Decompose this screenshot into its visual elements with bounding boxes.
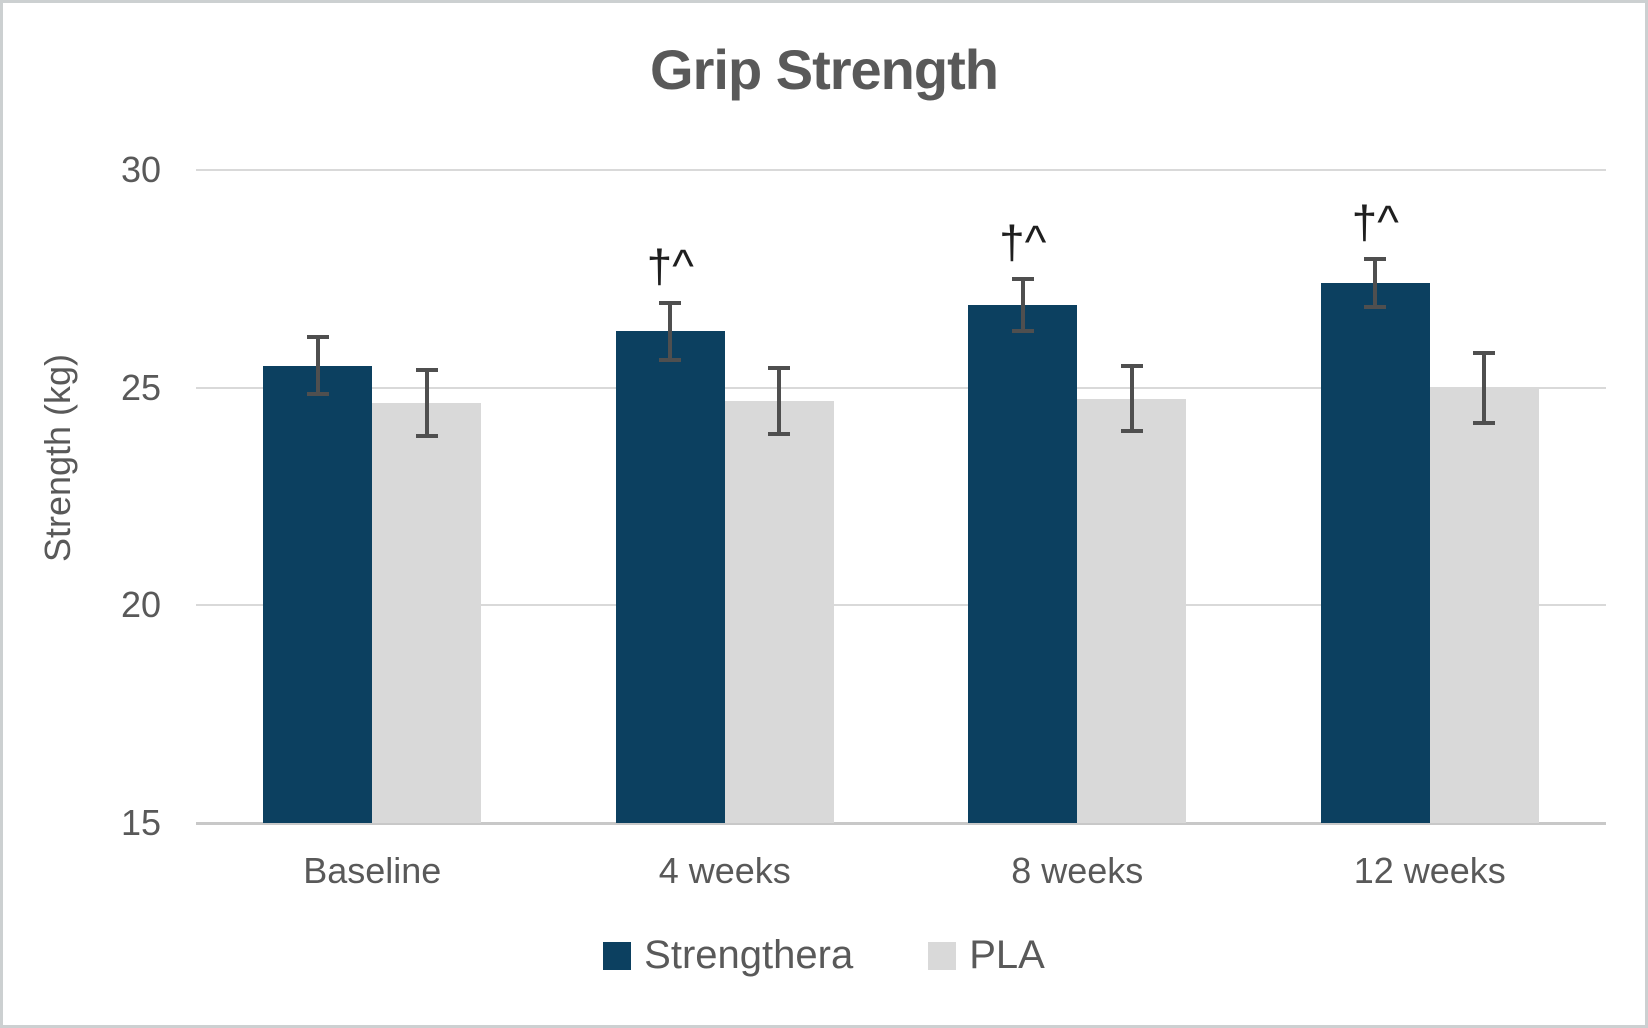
gridline-20 xyxy=(196,604,1606,607)
bar-pla-8-weeks xyxy=(1077,398,1187,823)
error-bar-cap-bottom-strengthera-baseline xyxy=(306,392,329,397)
error-bar-cap-top-pla-4-weeks xyxy=(768,365,791,370)
error-bar-cap-top-pla-8-weeks xyxy=(1120,363,1143,368)
error-bar-cap-top-strengthera-baseline xyxy=(306,335,329,340)
legend-label-pla: PLA xyxy=(969,933,1045,977)
y-tick-label-25: 25 xyxy=(120,366,161,408)
x-tick-label-baseline: Baseline xyxy=(303,850,442,891)
y-tick-label-15: 15 xyxy=(120,802,161,843)
error-bar-cap-top-strengthera-8-weeks xyxy=(1011,276,1034,281)
bar-pla-baseline xyxy=(372,402,482,823)
error-bar-pla-12-weeks xyxy=(1482,350,1487,425)
bar-strengthera-4-weeks xyxy=(615,331,725,823)
y-tick-label-30: 30 xyxy=(120,149,161,190)
error-bar-cap-bottom-strengthera-4-weeks xyxy=(659,357,682,362)
error-bar-pla-baseline xyxy=(424,368,429,438)
gridline-25 xyxy=(196,386,1606,389)
error-bar-strengthera-baseline xyxy=(315,335,320,397)
y-tick-label-20: 20 xyxy=(120,584,161,626)
error-bar-strengthera-4-weeks xyxy=(668,300,673,362)
error-bar-pla-4-weeks xyxy=(777,365,782,436)
x-tick-label-12-weeks: 12 weeks xyxy=(1353,850,1506,891)
significance-annotation-strengthera-12-weeks: †^ xyxy=(1351,196,1399,249)
error-bar-strengthera-12-weeks xyxy=(1373,257,1378,310)
chart-title: Grip Strength xyxy=(650,38,999,101)
error-bar-cap-bottom-pla-12-weeks xyxy=(1473,420,1496,425)
legend-item-pla: PLA xyxy=(928,933,1045,978)
error-bar-cap-bottom-pla-4-weeks xyxy=(768,431,791,436)
bar-strengthera-baseline xyxy=(263,365,373,823)
error-bar-cap-bottom-pla-8-weeks xyxy=(1120,429,1143,434)
error-bar-cap-top-pla-baseline xyxy=(415,368,438,373)
bar-strengthera-8-weeks xyxy=(968,304,1078,823)
error-bar-cap-top-pla-12-weeks xyxy=(1473,350,1496,355)
x-tick-label-4-weeks: 4 weeks xyxy=(658,850,791,891)
gridline-30 xyxy=(196,169,1606,171)
plot-area: †^ †^ †^ xyxy=(196,169,1606,825)
error-bar-pla-8-weeks xyxy=(1129,363,1134,434)
x-axis-line xyxy=(196,822,1606,825)
legend-swatch-pla xyxy=(928,941,957,970)
x-tick-label-8-weeks: 8 weeks xyxy=(1011,850,1144,891)
significance-annotation-strengthera-4-weeks: †^ xyxy=(646,239,694,292)
legend-swatch-strengthera xyxy=(603,941,632,970)
bar-pla-4-weeks xyxy=(724,400,834,823)
significance-annotation-strengthera-8-weeks: †^ xyxy=(999,215,1047,268)
error-bar-cap-top-strengthera-4-weeks xyxy=(659,300,682,305)
bar-strengthera-12-weeks xyxy=(1320,283,1430,823)
legend: Strengthera PLA xyxy=(3,933,1645,978)
legend-label-strengthera: Strengthera xyxy=(644,933,854,977)
bar-pla-12-weeks xyxy=(1429,387,1539,823)
legend-item-strengthera: Strengthera xyxy=(603,933,853,978)
error-bar-cap-bottom-strengthera-12-weeks xyxy=(1364,305,1387,310)
error-bar-cap-bottom-pla-baseline xyxy=(415,433,438,438)
error-bar-cap-top-strengthera-12-weeks xyxy=(1364,257,1387,262)
error-bar-cap-bottom-strengthera-8-weeks xyxy=(1011,329,1034,334)
error-bar-strengthera-8-weeks xyxy=(1020,276,1025,334)
